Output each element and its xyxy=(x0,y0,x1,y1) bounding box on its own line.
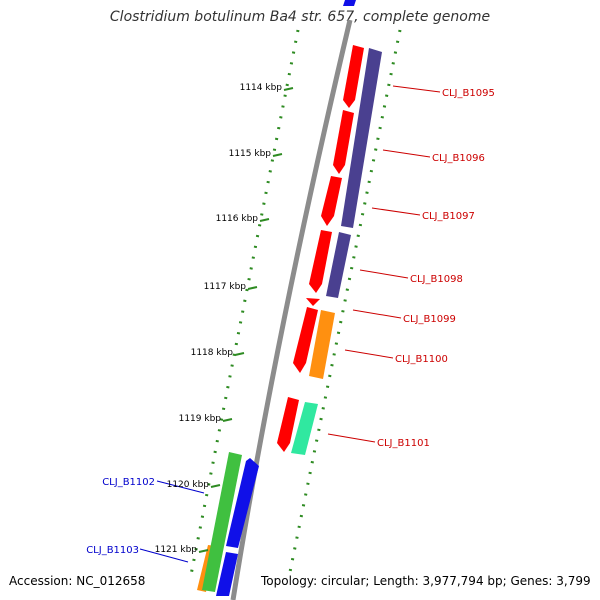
gene-label[interactable]: CLJ_B1102 xyxy=(102,477,155,488)
tick-label: 1116 kbp xyxy=(216,214,259,224)
tick-label: 1114 kbp xyxy=(240,83,283,93)
callout-lines xyxy=(139,85,441,563)
gene-label[interactable]: CLJ_B1103 xyxy=(86,545,139,556)
tick-label: 1121 kbp xyxy=(155,545,198,555)
tick-mark xyxy=(247,286,258,290)
tick-label: 1119 kbp xyxy=(179,414,222,424)
tick-mark xyxy=(234,352,245,356)
gene-block-green-1102 xyxy=(202,452,242,592)
gene-label[interactable]: CLJ_B1096 xyxy=(432,153,485,164)
gene-arrow-red-1098 xyxy=(309,230,332,293)
genome-summary-text: Topology: circular; Length: 3,977,794 bp… xyxy=(261,574,591,588)
gene-arrow-red-1100 xyxy=(293,307,318,373)
gene-arrow-top-blue xyxy=(343,0,356,6)
tick-mark xyxy=(210,484,221,488)
tick-label: 1117 kbp xyxy=(204,282,247,292)
tick-label: 1115 kbp xyxy=(229,149,272,159)
gene-block-purple-2 xyxy=(326,232,351,298)
gene-arrow-red-1097 xyxy=(321,176,342,226)
gene-label[interactable]: CLJ_B1098 xyxy=(410,274,463,285)
gene-arrow-red-1101 xyxy=(277,397,299,452)
tick-label: 1118 kbp xyxy=(191,348,234,358)
tick-mark xyxy=(272,153,283,157)
gene-arrow-blue-1103 xyxy=(216,552,238,596)
gene-arrow-red-1096 xyxy=(333,110,354,174)
gene-block-purple-1 xyxy=(341,48,382,228)
gene-arrow-red-1099 xyxy=(306,298,320,306)
gene-label[interactable]: CLJ_B1099 xyxy=(403,314,456,325)
gene-label[interactable]: CLJ_B1100 xyxy=(395,354,448,365)
gene-label[interactable]: CLJ_B1101 xyxy=(377,438,430,449)
tick-label: 1120 kbp xyxy=(167,480,210,490)
gene-arrow-blue-1102 xyxy=(226,458,259,548)
gene-block-orange-1100 xyxy=(309,310,335,379)
map-title: Clostridium botulinum Ba4 str. 657, comp… xyxy=(109,9,491,25)
tick-mark xyxy=(198,549,209,553)
tick-mark xyxy=(222,418,233,422)
scale-ticks: 1114 kbp 1115 kbp 1116 kbp 1117 kbp 1118 kbp… xyxy=(155,83,294,555)
accession-text: Accession: NC_012658 xyxy=(9,574,146,588)
gene-label[interactable]: CLJ_B1095 xyxy=(442,88,495,99)
outer-tick-ring xyxy=(288,29,402,573)
genome-backbone xyxy=(230,19,353,600)
gene-labels: CLJ_B1095 CLJ_B1096 CLJ_B1097 CLJ_B1098 CLJ_… xyxy=(86,88,495,556)
gene-block-teal-1101 xyxy=(291,402,318,455)
tick-mark xyxy=(283,87,294,91)
gene-arrow-red-1095 xyxy=(343,45,364,108)
gene-label[interactable]: CLJ_B1097 xyxy=(422,211,475,222)
tick-mark xyxy=(259,218,270,222)
